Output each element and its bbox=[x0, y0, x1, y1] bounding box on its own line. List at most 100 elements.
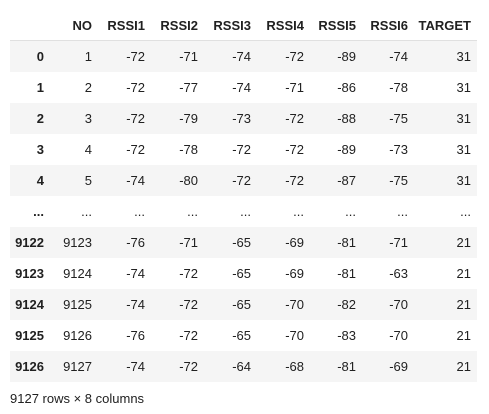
table-cell: -70 bbox=[285, 297, 304, 312]
table-cell: -81 bbox=[337, 266, 356, 281]
table-cell: 21 bbox=[456, 359, 471, 374]
table-cell: 31 bbox=[456, 142, 471, 157]
table-cell: -86 bbox=[337, 80, 356, 95]
table-cell: -74 bbox=[126, 359, 145, 374]
table-cell: -72 bbox=[179, 297, 198, 312]
shape-summary: 9127 rows × 8 columns bbox=[10, 391, 145, 406]
table-cell: -81 bbox=[337, 235, 356, 250]
row-index: 9123 bbox=[15, 266, 44, 281]
table-cell: -70 bbox=[389, 328, 408, 343]
table-cell: -74 bbox=[126, 266, 145, 281]
dataframe-table: NO RSSI1 RSSI2 RSSI3 RSSI4 RSSI5 RSSI6 TARGET 0… bbox=[10, 10, 477, 382]
column-header: RSSI4 bbox=[257, 10, 310, 41]
table-row: 4 5 -74 -80 -72 -72 -87 -75 31 bbox=[10, 165, 477, 196]
table-cell: 21 bbox=[456, 235, 471, 250]
row-index: ... bbox=[33, 204, 44, 219]
table-cell: -74 bbox=[126, 297, 145, 312]
row-index: 3 bbox=[36, 142, 44, 157]
table-cell: 21 bbox=[456, 328, 471, 343]
table-cell: -83 bbox=[337, 328, 356, 343]
column-header: NO bbox=[50, 10, 98, 41]
table-cell: -72 bbox=[126, 49, 145, 64]
table-cell: -72 bbox=[232, 142, 251, 157]
column-header: RSSI5 bbox=[310, 10, 362, 41]
table-row: 9126 9127 -74 -72 -64 -68 -81 -69 21 bbox=[10, 351, 477, 382]
table-cell: -78 bbox=[389, 80, 408, 95]
table-cell: -74 bbox=[232, 80, 251, 95]
table-cell: ... bbox=[345, 204, 356, 219]
table-cell: -76 bbox=[126, 328, 145, 343]
row-index: 1 bbox=[36, 80, 44, 95]
table-cell: -69 bbox=[389, 359, 408, 374]
table-cell: -72 bbox=[126, 80, 145, 95]
table-cell: -71 bbox=[389, 235, 408, 250]
table-cell: 21 bbox=[456, 266, 471, 281]
table-cell: 5 bbox=[84, 173, 92, 188]
row-index: 4 bbox=[36, 173, 44, 188]
table-cell: 31 bbox=[456, 111, 471, 126]
table-cell: ... bbox=[187, 204, 198, 219]
table-cell: -72 bbox=[285, 49, 304, 64]
table-cell: -65 bbox=[232, 266, 251, 281]
table-row: ........................... bbox=[10, 196, 477, 227]
table-row: 9125 9126 -76 -72 -65 -70 -83 -70 21 bbox=[10, 320, 477, 351]
row-index: 9126 bbox=[15, 359, 44, 374]
table-cell: -72 bbox=[232, 173, 251, 188]
table-cell: -72 bbox=[285, 111, 304, 126]
table-cell: 9127 bbox=[63, 359, 92, 374]
table-cell: -69 bbox=[285, 266, 304, 281]
table-row: 9123 9124 -74 -72 -65 -69 -81 -63 21 bbox=[10, 258, 477, 289]
table-cell: 31 bbox=[456, 173, 471, 188]
table-cell: -74 bbox=[389, 49, 408, 64]
table-cell: 9125 bbox=[63, 297, 92, 312]
table-row: 0 1 -72 -71 -74 -72 -89 -74 31 bbox=[10, 40, 477, 72]
table-cell: 1 bbox=[84, 49, 92, 64]
table-cell: ... bbox=[293, 204, 304, 219]
column-header: TARGET bbox=[414, 10, 477, 41]
table-cell: -73 bbox=[389, 142, 408, 157]
table-header: NO RSSI1 RSSI2 RSSI3 RSSI4 RSSI5 RSSI6 TARGET bbox=[10, 10, 477, 41]
table-cell: ... bbox=[397, 204, 408, 219]
table-cell: -71 bbox=[179, 49, 198, 64]
table-cell: -74 bbox=[126, 173, 145, 188]
table-cell: -88 bbox=[337, 111, 356, 126]
index-header bbox=[10, 10, 50, 41]
table-cell: -70 bbox=[389, 297, 408, 312]
table-cell: -82 bbox=[337, 297, 356, 312]
table-cell: -77 bbox=[179, 80, 198, 95]
table-cell: 3 bbox=[84, 111, 92, 126]
table-row: 1 2 -72 -77 -74 -71 -86 -78 31 bbox=[10, 72, 477, 103]
table-cell: ... bbox=[460, 204, 471, 219]
column-header: RSSI2 bbox=[151, 10, 204, 41]
table-cell: -71 bbox=[179, 235, 198, 250]
table-cell: 9126 bbox=[63, 328, 92, 343]
table-cell: -74 bbox=[232, 49, 251, 64]
table-cell: -72 bbox=[179, 266, 198, 281]
table-cell: -65 bbox=[232, 297, 251, 312]
table-cell: -70 bbox=[285, 328, 304, 343]
table-cell: -72 bbox=[179, 328, 198, 343]
table-cell: -69 bbox=[285, 235, 304, 250]
row-index: 9122 bbox=[15, 235, 44, 250]
table-cell: 31 bbox=[456, 80, 471, 95]
table-cell: 4 bbox=[84, 142, 92, 157]
table-cell: -80 bbox=[179, 173, 198, 188]
table-row: 3 4 -72 -78 -72 -72 -89 -73 31 bbox=[10, 134, 477, 165]
table-cell: -72 bbox=[285, 173, 304, 188]
header-row: NO RSSI1 RSSI2 RSSI3 RSSI4 RSSI5 RSSI6 TARGET bbox=[10, 10, 477, 41]
table-cell: -65 bbox=[232, 328, 251, 343]
table-cell: -72 bbox=[126, 142, 145, 157]
column-header: RSSI1 bbox=[98, 10, 151, 41]
row-index: 2 bbox=[36, 111, 44, 126]
table-cell: -75 bbox=[389, 111, 408, 126]
table-row: 9124 9125 -74 -72 -65 -70 -82 -70 21 bbox=[10, 289, 477, 320]
table-body: 0 1 -72 -71 -74 -72 -89 -74 31 1 2 -72 -77 -74 -71 -86 -… bbox=[10, 40, 477, 382]
table-row: 9122 9123 -76 -71 -65 -69 -81 -71 21 bbox=[10, 227, 477, 258]
table-cell: 9123 bbox=[63, 235, 92, 250]
table-cell: -68 bbox=[285, 359, 304, 374]
table-cell: ... bbox=[134, 204, 145, 219]
table-cell: -78 bbox=[179, 142, 198, 157]
row-index: 9124 bbox=[15, 297, 44, 312]
row-index: 9125 bbox=[15, 328, 44, 343]
